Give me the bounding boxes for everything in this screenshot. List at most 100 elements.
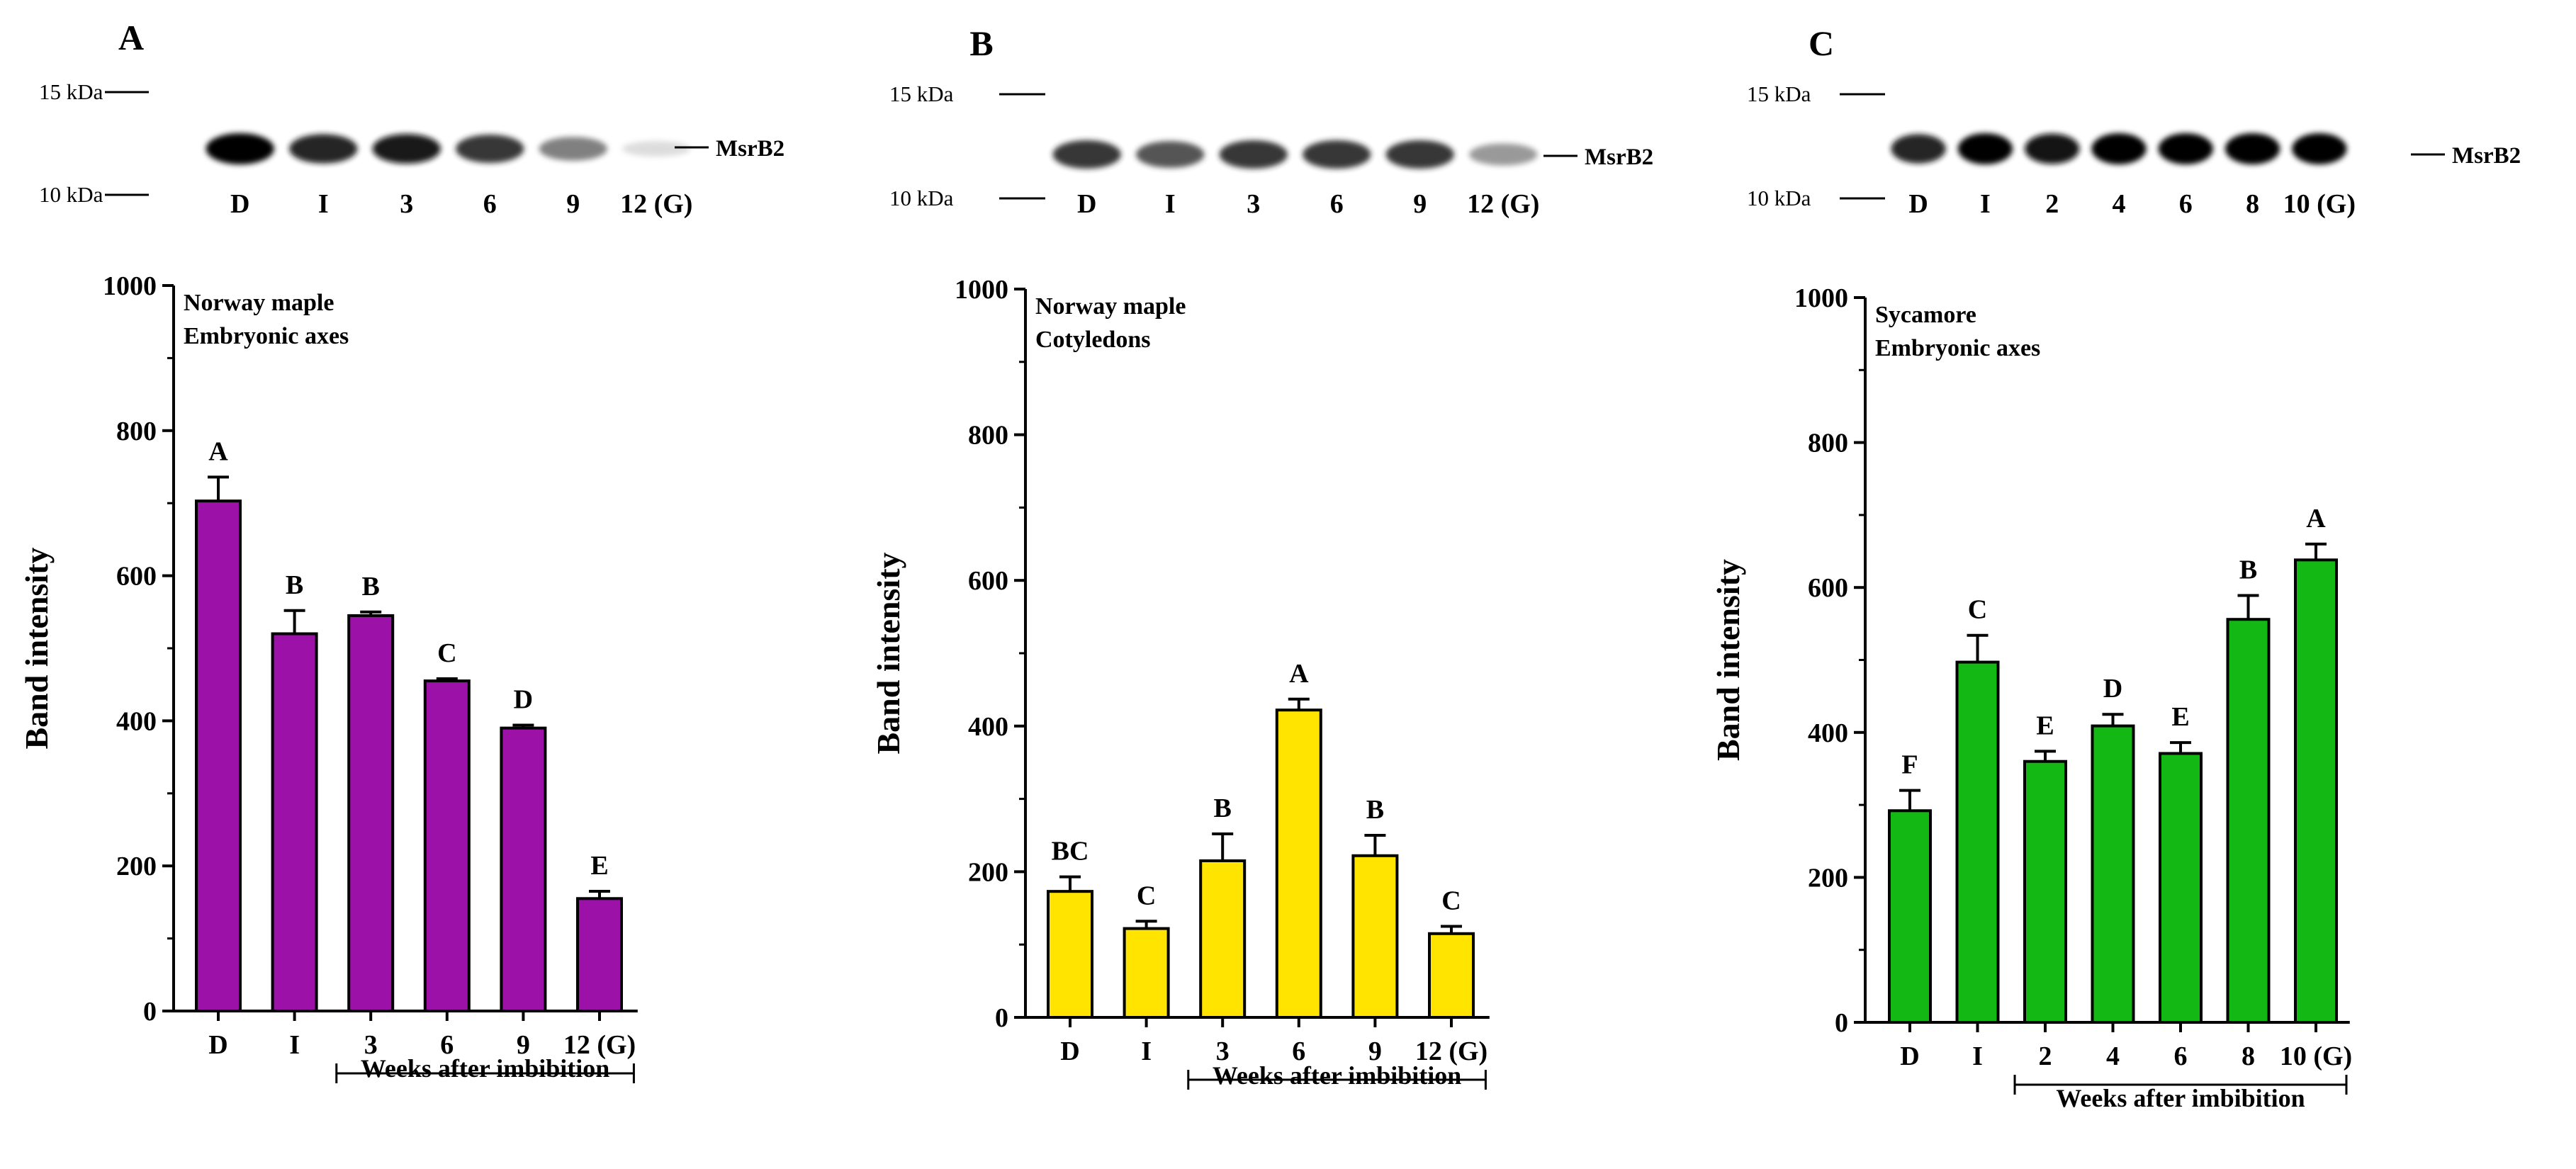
western-blot: 15 kDa 10 kDa D I 3 6 9 12 (G) MsrB2 bbox=[889, 81, 1653, 219]
western-blot: 15 kDa 10 kDa D I 2 4 6 8 10 (G) MsrB2 bbox=[1747, 81, 2521, 219]
bar bbox=[423, 679, 471, 1013]
significance-letter: D bbox=[514, 685, 533, 715]
significance-letter: C bbox=[1441, 886, 1461, 916]
blot-lane-label: I bbox=[1980, 189, 1991, 219]
bar bbox=[2023, 759, 2067, 1024]
significance-letter: C bbox=[437, 638, 456, 668]
blot-band bbox=[1303, 140, 1371, 169]
blot-band bbox=[2158, 133, 2213, 164]
y-tick-label: 200 bbox=[968, 857, 1008, 887]
blot-band bbox=[456, 134, 524, 164]
blot-lane-label: D bbox=[1077, 189, 1096, 219]
x-tick-label: 12 (G) bbox=[1415, 1037, 1487, 1066]
significance-letter: E bbox=[2036, 711, 2054, 740]
blot-band bbox=[1385, 140, 1454, 169]
y-tick-label: 0 bbox=[1835, 1008, 1848, 1038]
significance-letter: B bbox=[1366, 795, 1384, 825]
significance-letter: B bbox=[362, 572, 380, 602]
bar bbox=[271, 632, 318, 1012]
x-tick-label: 6 bbox=[2174, 1041, 2188, 1071]
blot-lane-label: 2 bbox=[2045, 189, 2059, 219]
marker-10kda-label: 10 kDa bbox=[39, 182, 103, 207]
bar bbox=[500, 726, 547, 1012]
significance-letter: F bbox=[1901, 750, 1918, 780]
significance-letter: A bbox=[208, 436, 228, 466]
blot-lane-label: D bbox=[230, 189, 249, 219]
chart-title: Norway maple bbox=[1035, 293, 1186, 320]
chart-title: Sycamore bbox=[1875, 302, 1976, 328]
blot-band bbox=[1219, 140, 1288, 169]
blot-band bbox=[2025, 133, 2080, 164]
x-tick-label: 2 bbox=[2039, 1041, 2052, 1071]
bar-chart: 0 200 400 600 800 1000 Band intensity Norway ma… bbox=[18, 271, 638, 1083]
blot-lane-label: 3 bbox=[400, 189, 413, 219]
blot-lane-label: 4 bbox=[2113, 189, 2126, 219]
blot-band bbox=[206, 133, 274, 164]
y-axis-label: Band intensity bbox=[1710, 559, 1746, 761]
y-tick-label: 800 bbox=[1808, 429, 1848, 458]
bar bbox=[2159, 752, 2203, 1024]
x-tick-label: 10 (G) bbox=[2280, 1041, 2352, 1071]
bar bbox=[195, 499, 242, 1012]
blot-band bbox=[2091, 133, 2147, 164]
blot-band bbox=[289, 134, 358, 164]
bar bbox=[576, 897, 623, 1013]
western-blot: 15 kDa 10 kDa D I 3 6 9 12 (G) MsrB2 bbox=[39, 79, 784, 219]
bar bbox=[1123, 927, 1170, 1019]
bar bbox=[1428, 932, 1475, 1020]
x-tick-label: I bbox=[289, 1030, 300, 1060]
panel-letter: C bbox=[1809, 23, 1834, 63]
y-tick-label: 600 bbox=[116, 562, 157, 592]
chart-title: Norway maple bbox=[184, 290, 334, 316]
panel-letter: B bbox=[969, 23, 993, 63]
chart-subtitle: Embryonic axes bbox=[1875, 335, 2040, 361]
y-tick-label: 400 bbox=[968, 712, 1008, 742]
x-tick-label: 3 bbox=[364, 1030, 378, 1060]
blot-lane-label: D bbox=[1908, 189, 1928, 219]
marker-15kda-label: 15 kDa bbox=[39, 79, 103, 104]
y-tick-label: 200 bbox=[116, 852, 157, 881]
significance-letter: A bbox=[1289, 659, 1309, 689]
y-tick-label: 800 bbox=[968, 421, 1008, 451]
x-tick-label: D bbox=[208, 1030, 227, 1060]
y-tick-label: 600 bbox=[1808, 573, 1848, 603]
bar bbox=[2294, 558, 2338, 1024]
y-tick-label: 600 bbox=[968, 566, 1008, 596]
y-tick-label: 200 bbox=[1808, 863, 1848, 893]
panel-a: A 15 kDa 10 kDa D I 3 6 9 12 (G) MsrB2 0 200 400 600 8… bbox=[18, 18, 784, 1083]
x-tick-label: I bbox=[1141, 1037, 1152, 1066]
bar bbox=[347, 614, 395, 1012]
x-axis-label: Weeks after imbibition bbox=[1213, 1061, 1461, 1090]
x-tick-label: D bbox=[1060, 1037, 1079, 1066]
x-axis-label: Weeks after imbibition bbox=[2056, 1084, 2305, 1112]
significance-letter: C bbox=[1137, 881, 1156, 910]
blot-lane-label: 6 bbox=[1330, 189, 1344, 219]
bar bbox=[1199, 859, 1247, 1019]
y-tick-label: 1000 bbox=[955, 275, 1008, 305]
x-tick-label: 9 bbox=[517, 1030, 530, 1060]
significance-letter: B bbox=[286, 570, 303, 600]
significance-letter: E bbox=[2171, 702, 2189, 732]
y-axis-label: Band intensity bbox=[18, 547, 55, 749]
y-tick-label: 400 bbox=[1808, 718, 1848, 748]
blot-lane-label: 9 bbox=[566, 189, 580, 219]
marker-10kda-label: 10 kDa bbox=[1747, 186, 1811, 210]
significance-letter: D bbox=[2103, 674, 2122, 704]
bar bbox=[1955, 660, 2000, 1024]
bar bbox=[1351, 854, 1399, 1020]
blot-band bbox=[539, 137, 607, 161]
blot-lane-label: 9 bbox=[1413, 189, 1427, 219]
bar bbox=[1275, 708, 1322, 1020]
significance-letter: E bbox=[590, 851, 608, 881]
x-axis-label: Weeks after imbibition bbox=[361, 1054, 609, 1083]
y-tick-label: 800 bbox=[116, 417, 157, 446]
x-tick-label: 4 bbox=[2106, 1041, 2120, 1071]
blot-band bbox=[2225, 133, 2280, 164]
blot-band bbox=[1469, 143, 1538, 166]
band-label: MsrB2 bbox=[2452, 143, 2521, 169]
y-tick-label: 0 bbox=[143, 997, 157, 1027]
blot-band bbox=[372, 134, 441, 164]
y-tick-label: 1000 bbox=[1794, 283, 1848, 313]
blot-band bbox=[1957, 133, 2013, 164]
x-tick-label: 3 bbox=[1216, 1037, 1230, 1066]
